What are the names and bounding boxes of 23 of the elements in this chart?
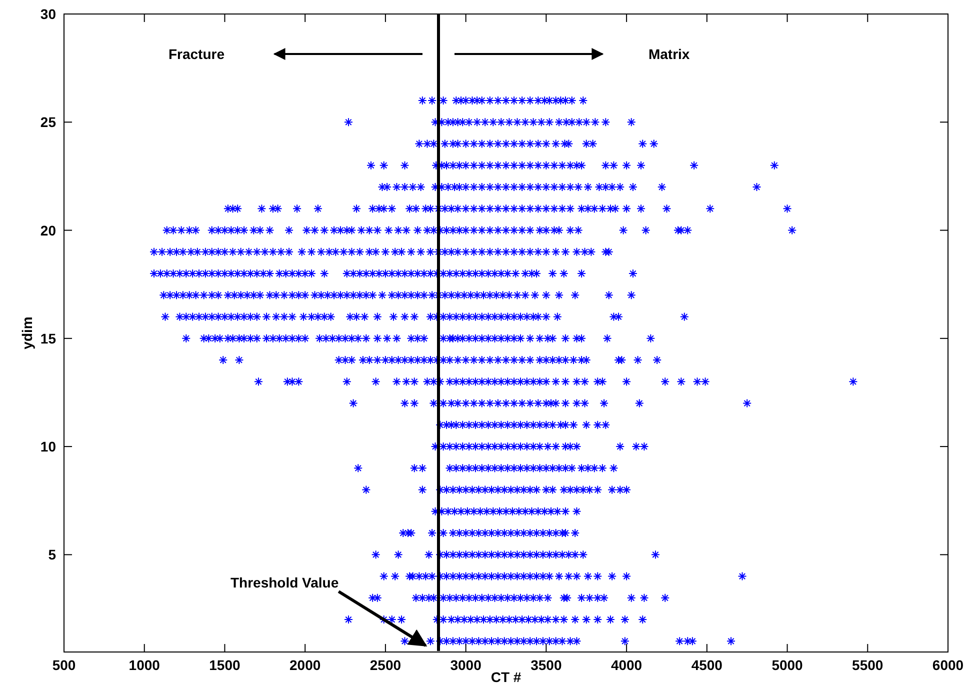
x-axis-title: CT #: [490, 669, 522, 685]
y-tick-label: 20: [40, 222, 56, 238]
annotation: Matrix: [648, 46, 690, 62]
x-tick-label: 5500: [852, 657, 884, 673]
y-tick-label: 5: [48, 546, 56, 563]
x-tick-label: 3500: [530, 657, 562, 673]
y-axis-title: ydim: [19, 316, 35, 350]
x-tick-label: 1000: [128, 657, 160, 673]
x-tick-label: 4500: [691, 657, 723, 673]
y-tick-label: 25: [40, 114, 56, 130]
x-tick-label: 4000: [610, 657, 642, 673]
x-tick-label: 1500: [209, 657, 241, 673]
x-tick-label: 2000: [290, 657, 321, 673]
x-tick-label: 500: [52, 657, 76, 673]
x-tick-label: 2500: [370, 657, 402, 673]
y-tick-label: 30: [40, 6, 56, 22]
x-tick-label: 6000: [932, 657, 964, 673]
annotation: Threshold Value: [230, 574, 339, 591]
y-tick-label: 15: [40, 330, 56, 346]
x-tick-label: 5000: [772, 657, 804, 673]
x-tick-label: 3000: [450, 657, 482, 673]
y-tick-label: 10: [40, 438, 56, 455]
annotation: Fracture: [168, 46, 225, 62]
